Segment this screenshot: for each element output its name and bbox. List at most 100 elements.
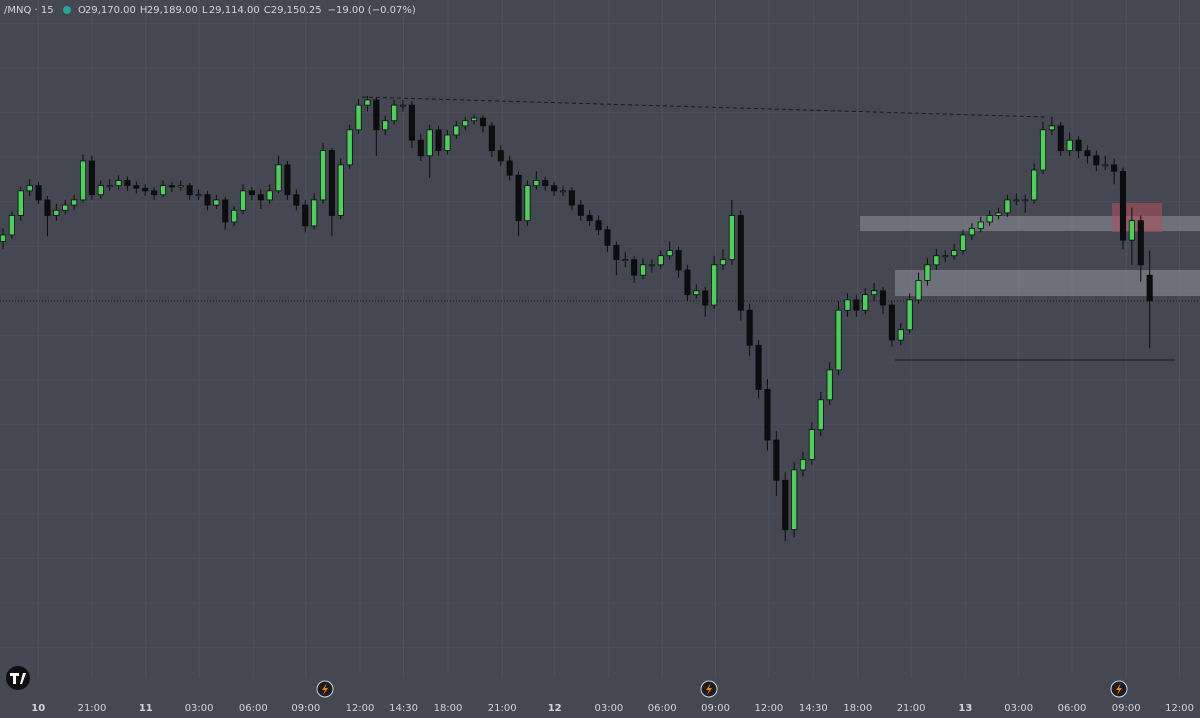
candle-body bbox=[471, 117, 478, 122]
candle-body bbox=[542, 180, 549, 187]
candle-body bbox=[1119, 170, 1127, 241]
x-tick-label: 06:00 bbox=[1058, 703, 1087, 714]
x-tick-label: 09:00 bbox=[701, 703, 730, 714]
ohlc-label: H bbox=[140, 5, 148, 16]
candle-body bbox=[257, 194, 264, 201]
candle-body bbox=[817, 399, 824, 431]
candle-body bbox=[328, 150, 335, 216]
candle-body bbox=[62, 204, 69, 211]
candle-body bbox=[177, 185, 184, 188]
candle-body bbox=[168, 185, 175, 188]
candle-body bbox=[764, 389, 771, 441]
candle-body bbox=[293, 194, 300, 206]
candle-body bbox=[1057, 125, 1064, 151]
candle-body bbox=[462, 120, 469, 127]
candle-body bbox=[231, 209, 238, 223]
candle-body bbox=[453, 125, 460, 136]
candle-body bbox=[266, 190, 273, 201]
candle-body bbox=[124, 180, 131, 187]
candle-body bbox=[1075, 139, 1082, 151]
candle-body bbox=[959, 234, 967, 251]
candle-body bbox=[337, 164, 344, 216]
candle-body bbox=[186, 185, 193, 196]
candle-body bbox=[942, 255, 949, 258]
candle-body bbox=[1137, 220, 1144, 266]
zone bbox=[895, 270, 1200, 296]
x-tick-label: 11 bbox=[139, 703, 153, 714]
x-tick-label: 03:00 bbox=[594, 703, 623, 714]
candle-body bbox=[1146, 274, 1153, 302]
candle-body bbox=[782, 479, 789, 531]
candle-body bbox=[986, 215, 993, 223]
candle-body bbox=[666, 250, 673, 257]
candle-body bbox=[239, 190, 247, 211]
ohlc-label: L bbox=[202, 5, 208, 16]
candle-body bbox=[1066, 139, 1073, 151]
candle-body bbox=[711, 264, 718, 306]
ohlc-value: 29,150.25 bbox=[271, 5, 322, 16]
candle-body bbox=[657, 255, 664, 266]
x-tick-label: 12:00 bbox=[754, 703, 783, 714]
candle-body bbox=[728, 215, 735, 261]
candle-body bbox=[915, 279, 922, 301]
candle-body bbox=[133, 185, 140, 189]
candle-body bbox=[0, 234, 7, 242]
candle-body bbox=[195, 194, 202, 197]
candle-body bbox=[1022, 199, 1029, 202]
candle-body bbox=[71, 199, 78, 206]
candle-body bbox=[737, 215, 744, 311]
candle-body bbox=[506, 160, 513, 176]
candle-body bbox=[693, 290, 700, 296]
candle-body bbox=[924, 264, 931, 281]
candle-body bbox=[808, 429, 815, 460]
x-tick-label: 12:00 bbox=[346, 703, 375, 714]
candle-body bbox=[879, 290, 887, 306]
candle-body bbox=[408, 104, 415, 141]
candle-body bbox=[346, 129, 353, 166]
candle-body bbox=[639, 264, 647, 276]
candle-body bbox=[319, 150, 327, 201]
candle-body bbox=[1111, 164, 1118, 172]
x-tick-label: 12 bbox=[548, 703, 562, 714]
candle-body bbox=[631, 259, 638, 276]
candle-body bbox=[844, 299, 851, 311]
candle-body bbox=[115, 180, 122, 187]
candle-body bbox=[577, 204, 584, 216]
candle-body bbox=[702, 290, 709, 306]
candle-body bbox=[906, 299, 913, 331]
x-tick-label: 21:00 bbox=[488, 703, 517, 714]
candle-body bbox=[284, 164, 291, 196]
x-tick-label: 03:00 bbox=[185, 703, 214, 714]
candle-body bbox=[391, 104, 398, 122]
candle-body bbox=[648, 264, 655, 267]
candle-body bbox=[88, 160, 95, 196]
candle-body bbox=[399, 104, 407, 107]
candle-body bbox=[382, 120, 389, 131]
candle-body bbox=[568, 190, 575, 206]
candle-body bbox=[204, 194, 211, 206]
candle-body bbox=[684, 269, 691, 296]
x-tick-label: 12:00 bbox=[1165, 703, 1194, 714]
candle-body bbox=[862, 294, 869, 311]
candle-body bbox=[755, 344, 762, 390]
candle-body bbox=[417, 139, 424, 157]
candle-body bbox=[79, 160, 87, 201]
candle-body bbox=[53, 209, 60, 216]
x-tick-label: 06:00 bbox=[648, 703, 677, 714]
candle-body bbox=[853, 299, 860, 311]
candle-body bbox=[35, 185, 42, 201]
candle-body bbox=[435, 129, 442, 151]
x-tick-label: 03:00 bbox=[1004, 703, 1033, 714]
x-tick-label: 21:00 bbox=[78, 703, 107, 714]
candle-body bbox=[364, 99, 371, 106]
candle-body bbox=[275, 164, 282, 192]
candle-body bbox=[951, 250, 958, 257]
candle-body bbox=[791, 469, 798, 531]
candle-body bbox=[106, 185, 113, 188]
candle-body bbox=[479, 117, 487, 127]
candle-body bbox=[311, 199, 318, 227]
ohlc-label: C bbox=[264, 5, 271, 16]
vertical-grid bbox=[37, 0, 1181, 678]
candle-body bbox=[799, 459, 807, 471]
